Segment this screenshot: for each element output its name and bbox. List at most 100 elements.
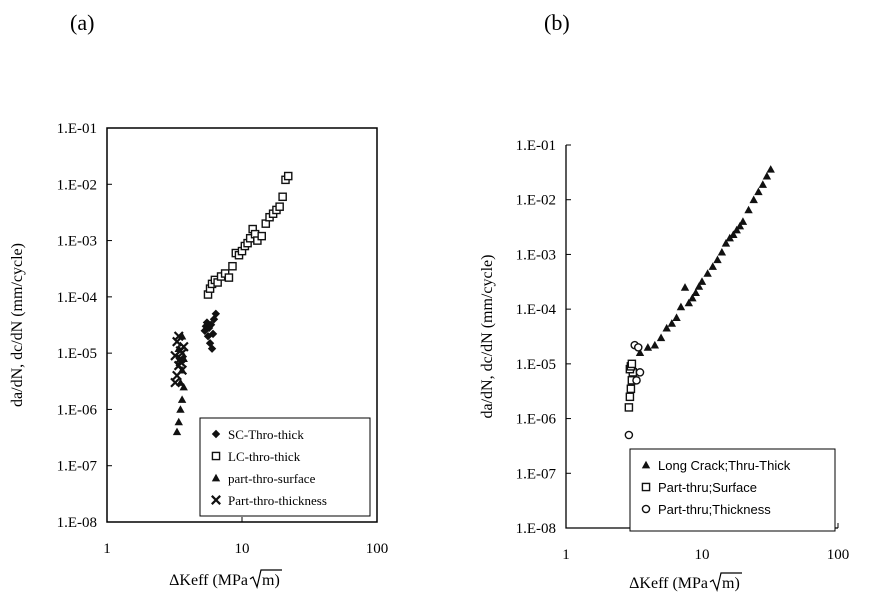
x-ticks-a: 1 10 100: [103, 517, 388, 557]
y-axis-label-b: da/dN, dc/dN (mm/cycle): [479, 255, 496, 419]
data-point-triangle: [667, 319, 677, 327]
data-point-triangle: [762, 171, 772, 180]
data-point-triangle: [766, 165, 775, 173]
y-tick-label: 1.E-05: [57, 346, 97, 362]
data-points-a: [170, 171, 293, 436]
y-tick-label: 1.E-01: [57, 121, 97, 137]
x-axis-label-suffix-a: m): [262, 572, 280, 589]
data-point-triangle: [749, 195, 758, 204]
legend-marker-diamond: [211, 429, 221, 439]
y-tick-label: 1.E-04: [57, 290, 98, 306]
data-point-triangle: [650, 340, 660, 349]
x-axis-label-a: ΔKeff (MPa m): [169, 569, 282, 589]
data-point-triangle: [172, 427, 182, 436]
data-point-triangle: [697, 277, 707, 285]
x-axis-label-prefix-b: ΔKeff (MPa: [629, 575, 708, 592]
data-point-triangle: [684, 298, 694, 307]
data-point-triangle: [176, 378, 185, 386]
data-point-triangle: [758, 180, 768, 188]
y-tick-label: 1.E-04: [516, 302, 557, 318]
data-point-cross: [170, 377, 181, 388]
data-point-triangle: [174, 417, 183, 426]
data-point-diamond: [206, 320, 216, 329]
data-point-open-square: [228, 261, 237, 271]
data-point-open-square: [275, 202, 284, 211]
data-point-triangle: [680, 283, 690, 291]
data-point-open-circle: [634, 343, 643, 352]
y-tick-label: 1.E-01: [516, 138, 556, 154]
x-tick-label: 10: [235, 541, 250, 557]
legend-entry-label: part-thro-surface: [228, 471, 316, 486]
x-tick-label: 10: [695, 547, 710, 563]
x-ticks-b: 1 10 100: [562, 523, 849, 563]
y-tick-label: 1.E-02: [57, 177, 97, 193]
data-point-open-square: [626, 384, 636, 394]
legend-entry-label: Part-thru;Surface: [658, 480, 757, 495]
data-point-triangle: [688, 293, 697, 302]
data-point-triangle: [662, 323, 671, 332]
y-tick-label: 1.E-08: [57, 515, 97, 531]
legend-a: SC-Thro-thick LC-thro-thick part-thro-surf…: [199, 417, 371, 517]
panel-a: (a) 1.E-08 1.E-07 1.E-06 1.E-05 1.E-04 1.E-03…: [9, 10, 388, 589]
data-point-triangle: [635, 348, 645, 357]
data-point-open-square: [224, 273, 234, 282]
x-axis-label-suffix-b: m): [722, 575, 740, 592]
legend-marker-triangle: [641, 460, 651, 469]
data-point-diamond: [211, 309, 221, 319]
x-tick-label: 1: [103, 541, 111, 557]
y-tick-label: 1.E-06: [516, 412, 557, 428]
y-tick-label: 1.E-03: [516, 247, 556, 263]
panel-label-b: (b): [544, 10, 570, 35]
data-point-open-circle: [635, 368, 645, 377]
data-point-triangle: [703, 269, 712, 277]
y-ticks-b: 1.E-08 1.E-07 1.E-06 1.E-05 1.E-04 1.E-03 1.E-…: [516, 138, 571, 537]
legend-marker-cross: [211, 495, 221, 505]
x-tick-label: 1: [562, 547, 570, 563]
data-point-open-square: [278, 192, 287, 202]
y-tick-label: 1.E-06: [57, 402, 98, 418]
sqrt-symbol-a: [249, 569, 282, 589]
data-point-diamond: [208, 329, 218, 339]
panel-label-a: (a): [70, 10, 94, 35]
data-point-triangle: [713, 255, 722, 264]
data-point-triangle: [732, 225, 741, 234]
panel-b: (b) 1.E-08 1.E-07 1.E-06 1.E-05 1.E-04 1.E-03…: [479, 10, 849, 592]
y-tick-label: 1.E-03: [57, 234, 97, 250]
data-point-triangle: [643, 343, 653, 351]
y-tick-label: 1.E-07: [516, 466, 557, 482]
data-point-open-circle: [624, 430, 634, 440]
data-point-triangle: [717, 247, 727, 256]
data-point-open-square: [283, 171, 293, 181]
data-point-triangle: [735, 221, 745, 230]
data-points-b: [624, 165, 775, 440]
y-tick-label: 1.E-02: [516, 193, 556, 209]
legend-entry-label: Part-thru;Thickness: [658, 502, 771, 517]
x-tick-label: 100: [827, 547, 850, 563]
data-point-triangle: [177, 395, 187, 403]
data-point-open-square: [624, 403, 634, 412]
legend-entry-label: Part-thro-thickness: [228, 493, 327, 508]
legend-marker-open-square: [211, 451, 221, 461]
data-point-triangle: [672, 313, 681, 321]
sqrt-symbol-b: [709, 572, 742, 592]
data-point-triangle: [691, 288, 700, 297]
legend-b: Long Crack;Thru-Thick Part-thru;Surface Pa…: [629, 448, 836, 532]
data-point-diamond: [207, 344, 217, 353]
y-axis-label-a: da/dN, dc/dN (mm/cycle): [9, 243, 26, 407]
data-point-triangle: [738, 217, 748, 225]
x-tick-label: 100: [366, 541, 389, 557]
data-point-triangle: [176, 405, 185, 413]
data-point-cross: [172, 336, 182, 347]
data-point-triangle: [729, 230, 738, 238]
legend-entry-label: Long Crack;Thru-Thick: [658, 458, 791, 473]
data-point-triangle: [179, 382, 188, 391]
data-point-open-square: [253, 236, 262, 245]
x-axis-label-b: ΔKeff (MPa m): [629, 572, 742, 592]
y-tick-label: 1.E-05: [516, 357, 556, 373]
data-point-triangle: [694, 282, 704, 290]
y-tick-label: 1.E-08: [516, 521, 556, 537]
data-point-triangle: [676, 302, 686, 311]
data-point-open-square: [625, 392, 635, 402]
legend-marker-open-circle: [641, 504, 651, 514]
